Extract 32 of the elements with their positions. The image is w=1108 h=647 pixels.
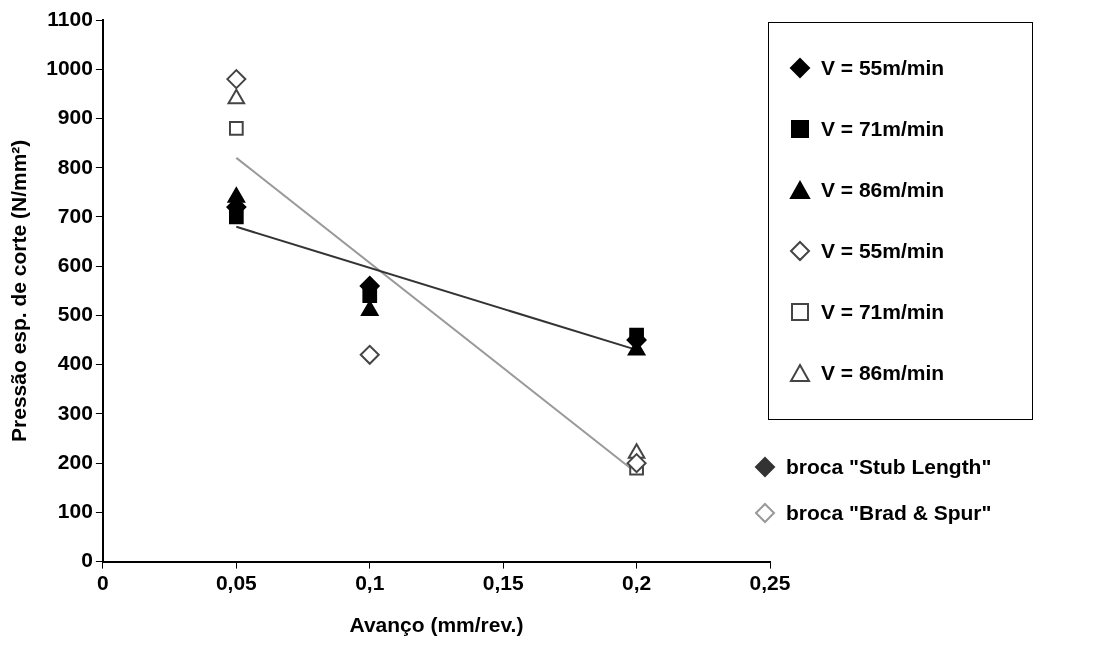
legend-label: broca "Stub Length" [786,455,992,479]
y-tick-label: 0 [81,548,93,572]
point [359,344,380,365]
y-tick-label: 800 [57,154,93,178]
y-axis-title: Pressão esp. de corte (N/mm²) [7,139,31,442]
x-tick-label: 0 [97,571,109,594]
x-tick-label: 0,2 [621,571,652,594]
y-tick-label: 400 [57,351,93,375]
y-tick-label: 600 [57,252,93,276]
legend-label: V = 71m/min [821,116,945,141]
point [226,69,247,90]
y-tick-label: 200 [57,449,93,473]
x-tick-label: 0,05 [215,571,258,594]
legend-label: V = 86m/min [821,360,945,385]
x-tick-label: 0,15 [482,571,524,594]
y-tick-label: 900 [57,105,93,129]
legend-label: broca "Brad & Spur" [786,501,992,525]
legend-label: V = 71m/min [821,299,945,324]
y-tick-label: 1000 [46,56,93,80]
y-tick-label: 100 [57,499,93,523]
legend-label: V = 55m/min [821,55,945,80]
y-tick-label: 500 [57,302,93,326]
x-tick-label: 0,1 [355,571,385,594]
y-tick-label: 300 [57,400,93,424]
x-axis-title: Avanço (mm/rev.) [349,613,524,637]
point [626,453,647,474]
legend-label: V = 86m/min [821,177,945,202]
y-tick-label: 700 [57,203,93,227]
point [228,120,244,136]
y-tick-label: 1100 [47,6,93,30]
legend-label: V = 55m/min [821,238,945,263]
x-tick-label: 0,25 [749,571,791,594]
